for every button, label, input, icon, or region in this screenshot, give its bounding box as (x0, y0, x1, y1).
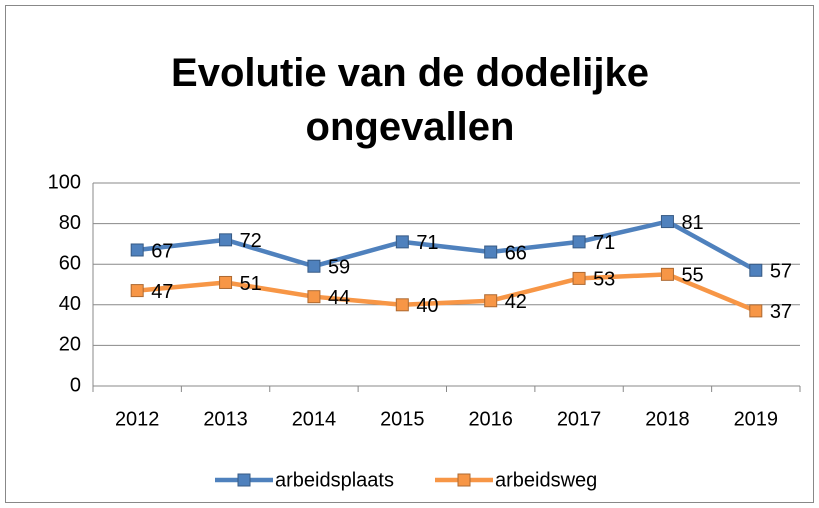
x-tick-label: 2013 (203, 408, 248, 430)
data-label: 57 (770, 261, 792, 283)
point-marker (307, 259, 321, 273)
point-marker (660, 267, 674, 281)
y-tick-label: 80 (59, 212, 81, 234)
x-tick-label: 2018 (645, 408, 690, 430)
data-label: 53 (593, 269, 615, 291)
data-label: 72 (240, 230, 262, 252)
data-label: 55 (681, 265, 703, 287)
data-label: 51 (240, 273, 262, 295)
point-marker (484, 294, 498, 308)
point-marker (660, 215, 674, 229)
point-marker (219, 275, 233, 289)
series-line (136, 272, 757, 313)
point-marker (130, 284, 144, 298)
point-marker (572, 235, 586, 249)
data-label: 66 (505, 242, 527, 264)
y-tick-label: 40 (59, 293, 81, 315)
y-tick-label: 100 (48, 171, 81, 193)
legend-marker (237, 473, 251, 487)
point-marker (749, 263, 763, 277)
data-label: 59 (328, 257, 350, 279)
y-tick-label: 0 (70, 374, 81, 396)
y-tick-label: 60 (59, 252, 81, 274)
x-tick-label: 2015 (380, 408, 425, 430)
data-label: 42 (505, 291, 527, 313)
x-tick-label: 2016 (468, 408, 513, 430)
data-label: 44 (328, 287, 350, 309)
legend-label: arbeidsplaats (275, 469, 394, 491)
legend-label: arbeidsweg (495, 469, 597, 491)
point-marker (484, 245, 498, 259)
data-label: 47 (151, 281, 173, 303)
chart-title: Evolutie van de dodelijke ongevallen (171, 51, 649, 149)
y-tick-label: 20 (59, 334, 81, 356)
data-label: 37 (770, 301, 792, 323)
legend-marker (457, 473, 471, 487)
point-marker (749, 304, 763, 318)
x-tick-label: 2017 (557, 408, 602, 430)
data-label: 67 (151, 240, 173, 262)
series-line (136, 219, 757, 273)
data-label: 40 (416, 295, 438, 317)
point-marker (395, 235, 409, 249)
point-marker (130, 243, 144, 257)
data-label: 71 (593, 232, 615, 254)
x-tick-label: 2019 (734, 408, 779, 430)
x-tick-label: 2012 (115, 408, 160, 430)
point-marker (307, 290, 321, 304)
data-label: 81 (681, 212, 703, 234)
point-marker (572, 271, 586, 285)
x-tick-label: 2014 (292, 408, 337, 430)
point-marker (395, 298, 409, 312)
point-marker (219, 233, 233, 247)
data-label: 71 (416, 232, 438, 254)
